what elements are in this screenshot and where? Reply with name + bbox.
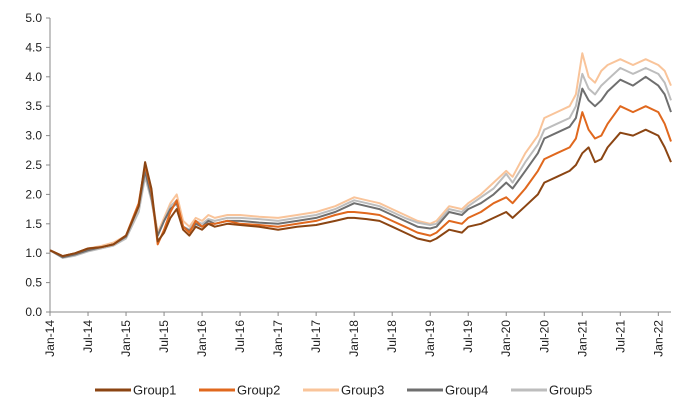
x-tick-label: Jan-19 [423, 320, 437, 357]
legend-label-group2: Group2 [237, 383, 280, 398]
y-tick-label: 2.5 [25, 158, 42, 172]
series-layer [49, 52, 672, 259]
x-tick-label: Jul-16 [233, 320, 247, 353]
legend-label-group3: Group3 [341, 383, 384, 398]
y-tick-label: 2.0 [25, 187, 42, 201]
x-tick-label: Jul-21 [613, 320, 627, 353]
y-tick-label: 4.0 [25, 70, 42, 84]
x-tick-label: Jan-21 [575, 320, 589, 357]
y-tick-label: 3.0 [25, 129, 42, 143]
y-tick-label: 1.5 [25, 217, 42, 231]
x-axis: Jan-14 Jul-14 Jan-15 Jul-15 Jan-16 Jul-16 Jan-… [43, 311, 671, 357]
series-line-group1 [49, 128, 672, 258]
y-tick-label: 4.5 [25, 40, 42, 54]
x-tick-label: Jan-20 [499, 320, 513, 357]
x-tick-label: Jan-17 [271, 320, 285, 357]
x-tick-label: Jan-16 [195, 320, 209, 357]
y-tick-label: 1.0 [25, 246, 42, 260]
x-tick-label: Jul-14 [81, 320, 95, 353]
x-tick-label: Jul-19 [461, 320, 475, 353]
x-tick-label: Jan-18 [347, 320, 361, 357]
legend-label-group4: Group4 [445, 383, 488, 398]
legend: Group1 Group2 Group3 Group4 Group5 [95, 383, 592, 398]
x-tick-label: Jul-15 [157, 320, 171, 353]
legend-label-group5: Group5 [549, 383, 592, 398]
x-tick-label: Jan-14 [43, 320, 57, 357]
y-tick-label: 5.0 [25, 11, 42, 25]
x-tick-label: Jul-20 [537, 320, 551, 353]
y-tick-label: 0.0 [25, 305, 42, 319]
x-tick-label: Jul-17 [309, 320, 323, 353]
series-line-group3 [49, 52, 672, 258]
series-line-group4 [49, 75, 672, 259]
legend-label-group1: Group1 [133, 383, 176, 398]
x-tick-label: Jan-15 [119, 320, 133, 357]
x-tick-label: Jul-18 [385, 320, 399, 353]
y-tick-label: 3.5 [25, 99, 42, 113]
y-axis: 0.0 0.5 1.0 1.5 2.0 2.5 3.0 3.5 4.0 4.5 5.0 [25, 11, 51, 319]
x-tick-label: Jan-22 [651, 320, 665, 357]
y-tick-label: 0.5 [25, 276, 42, 290]
